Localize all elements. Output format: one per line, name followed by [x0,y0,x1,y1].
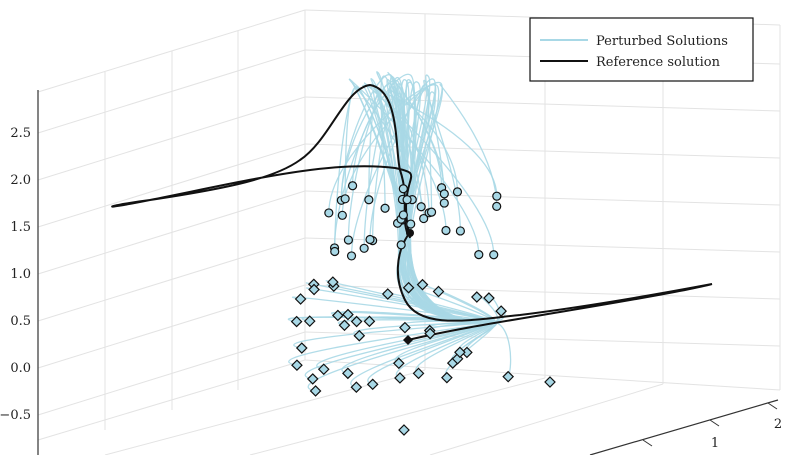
initial-marker [380,203,390,213]
final-marker [350,315,363,328]
final-marker [495,305,507,317]
initial-marker [474,250,484,260]
final-marker [342,308,354,321]
markers [290,181,556,436]
final-marker [454,346,466,359]
z-tick-labels: 2.5 2.0 1.5 1.0 0.5 0.0 −0.5 [0,126,31,423]
perturbed-trajectory [293,73,494,349]
y-tick-label: 2 [774,417,782,432]
final-marker [416,278,429,291]
initial-marker [406,219,416,229]
z-tick-label: 2.0 [10,173,31,188]
initial-marker [396,240,406,250]
initial-marker [455,226,465,236]
grid [37,9,781,455]
perturbed-trajectory [306,78,494,323]
reference-trajectory [111,83,713,341]
legend-label-perturbed: Perturbed Solutions [596,34,728,49]
final-marker [392,357,405,370]
final-marker [441,371,453,384]
legend-label-reference: Reference solution [596,55,721,70]
final-marker [381,288,394,300]
legend: Perturbed Solutions Reference solution [529,17,754,82]
final-marker [394,372,406,384]
initial-marker [402,195,412,205]
final-marker [470,291,483,303]
initial-marker [492,191,502,201]
initial-marker [452,187,463,197]
final-marker [306,373,319,385]
perturbed-trajectory [367,79,495,385]
initial-marker [492,201,502,211]
final-marker [432,285,445,298]
final-marker [544,376,556,388]
final-marker [291,359,303,372]
final-marker [338,319,351,332]
final-marker [424,327,436,340]
reference-start-marker [406,229,414,237]
initial-marker [324,208,334,218]
initial-marker [398,210,408,220]
final-marker [502,370,515,383]
final-marker [342,367,354,380]
final-marker [398,424,410,436]
final-marker [412,367,425,380]
initial-marker [346,251,357,261]
y-tick-mark [709,419,720,427]
final-marker [483,292,495,304]
z-tick-label: 1.0 [10,267,31,282]
final-marker [402,281,415,294]
final-marker [350,381,363,394]
final-marker [294,293,307,305]
final-marker [332,309,344,322]
initial-marker [365,234,375,245]
z-tick-label: 0.5 [10,314,31,329]
y-tick-labels: 1 2 [711,417,782,451]
y-tick-mark [767,402,778,410]
final-marker [309,385,322,397]
final-marker [295,342,308,354]
final-marker [353,329,366,342]
y-tick-mark [642,439,653,447]
legend-box [529,17,754,82]
initial-marker [489,250,499,260]
final-marker [399,321,411,334]
final-marker [303,315,316,327]
initial-marker [426,207,437,217]
perturbed-trajectory [353,81,495,337]
initial-marker [419,213,429,224]
initial-marker [441,225,451,236]
initial-marker [330,246,340,257]
initial-marker [364,195,374,205]
z-tick-label: 2.5 [10,126,31,141]
z-tick-label: 0.0 [10,361,31,376]
reference-solution [111,83,713,341]
initial-marker [439,198,449,208]
final-marker [366,378,379,391]
final-marker [317,363,330,376]
final-marker [308,283,320,296]
initial-marker [340,194,350,204]
initial-marker [359,243,369,253]
final-marker [363,315,376,328]
perturbed-solutions [287,71,512,392]
initial-marker [343,235,354,245]
z-tick-label: 1.5 [10,220,31,235]
final-marker [327,276,339,288]
initial-marker [439,189,449,199]
reference-end-marker [403,335,413,345]
y-axis [589,399,779,455]
z-tick-label: −0.5 [0,408,31,423]
final-marker [290,315,303,328]
y-tick-label: 1 [711,436,719,451]
initial-marker [337,210,347,220]
initial-marker [398,184,408,194]
axes [37,90,779,455]
initial-marker [416,202,426,212]
initial-marker [347,181,358,191]
